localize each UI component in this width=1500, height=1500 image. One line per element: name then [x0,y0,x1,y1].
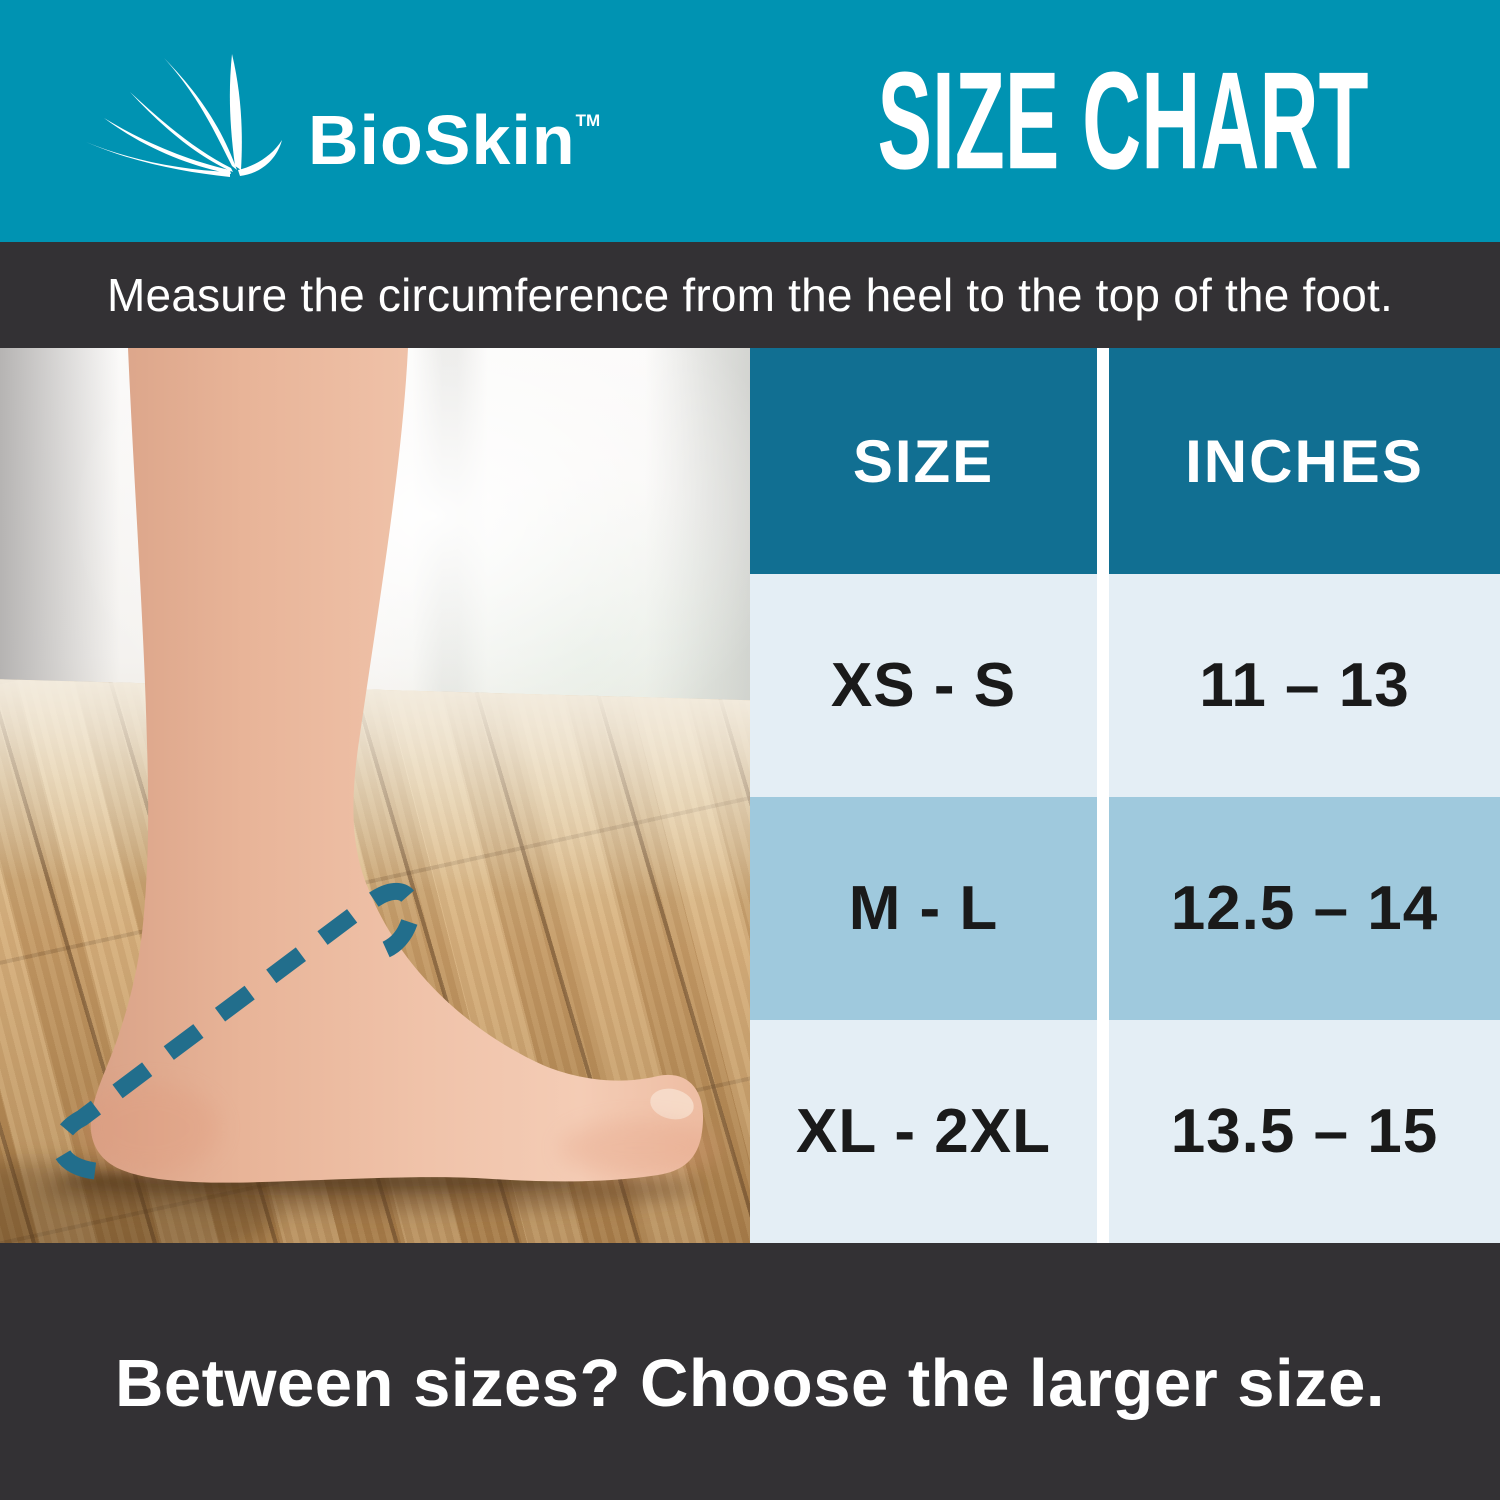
page-title-area: SIZE CHART [750,0,1495,242]
inches-value: 11 – 13 [1199,651,1410,720]
cell-inches-row1: 11 – 13 [1109,574,1500,797]
cell-size-row3: XL - 2XL [750,1020,1097,1243]
top-banner: BioSkinTM SIZE CHART [0,0,1500,242]
toe-blush [560,1120,720,1176]
brand-name: BioSkinTM [308,86,600,175]
cell-inches-row2: 12.5 – 14 [1109,797,1500,1020]
cell-size-row1: XS - S [750,574,1097,797]
size-value: M - L [848,874,999,943]
page-title: SIZE CHART [876,43,1369,198]
brand-name-text: BioSkin [308,101,576,179]
trademark-symbol: TM [575,111,601,130]
inches-value: 13.5 – 15 [1170,1097,1439,1166]
leg-foot-shape [90,348,704,1183]
instruction-bar: Measure the circumference from the heel … [0,242,1500,348]
foot-photo [0,348,750,1243]
leg-foot-illustration [0,348,720,1243]
header-cell-inches: INCHES [1109,348,1500,574]
header-size-label: SIZE [852,427,995,495]
measurement-instruction: Measure the circumference from the heel … [107,269,1393,321]
cell-size-row2: M - L [750,797,1097,1020]
toenail [650,1088,694,1120]
header-cell-size: SIZE [750,348,1097,574]
size-chart-table: SIZE INCHES XS - S 11 – 13 M - L 12.5 – … [750,348,1500,1243]
footer-bar: Between sizes? Choose the larger size. [0,1243,1500,1500]
heel-blush [80,1083,220,1173]
inches-value: 12.5 – 14 [1170,874,1439,943]
bioskin-swoosh-icon [86,54,282,177]
table-column-divider [1097,348,1109,1243]
footer-note: Between sizes? Choose the larger size. [114,1346,1386,1421]
size-value: XS - S [830,651,1017,720]
size-value: XL - 2XL [796,1097,1051,1166]
cell-inches-row3: 13.5 – 15 [1109,1020,1500,1243]
header-inches-label: INCHES [1185,427,1424,495]
brand-logo: BioSkinTM [80,46,680,196]
measurement-dashed-ellipse [51,882,421,1180]
